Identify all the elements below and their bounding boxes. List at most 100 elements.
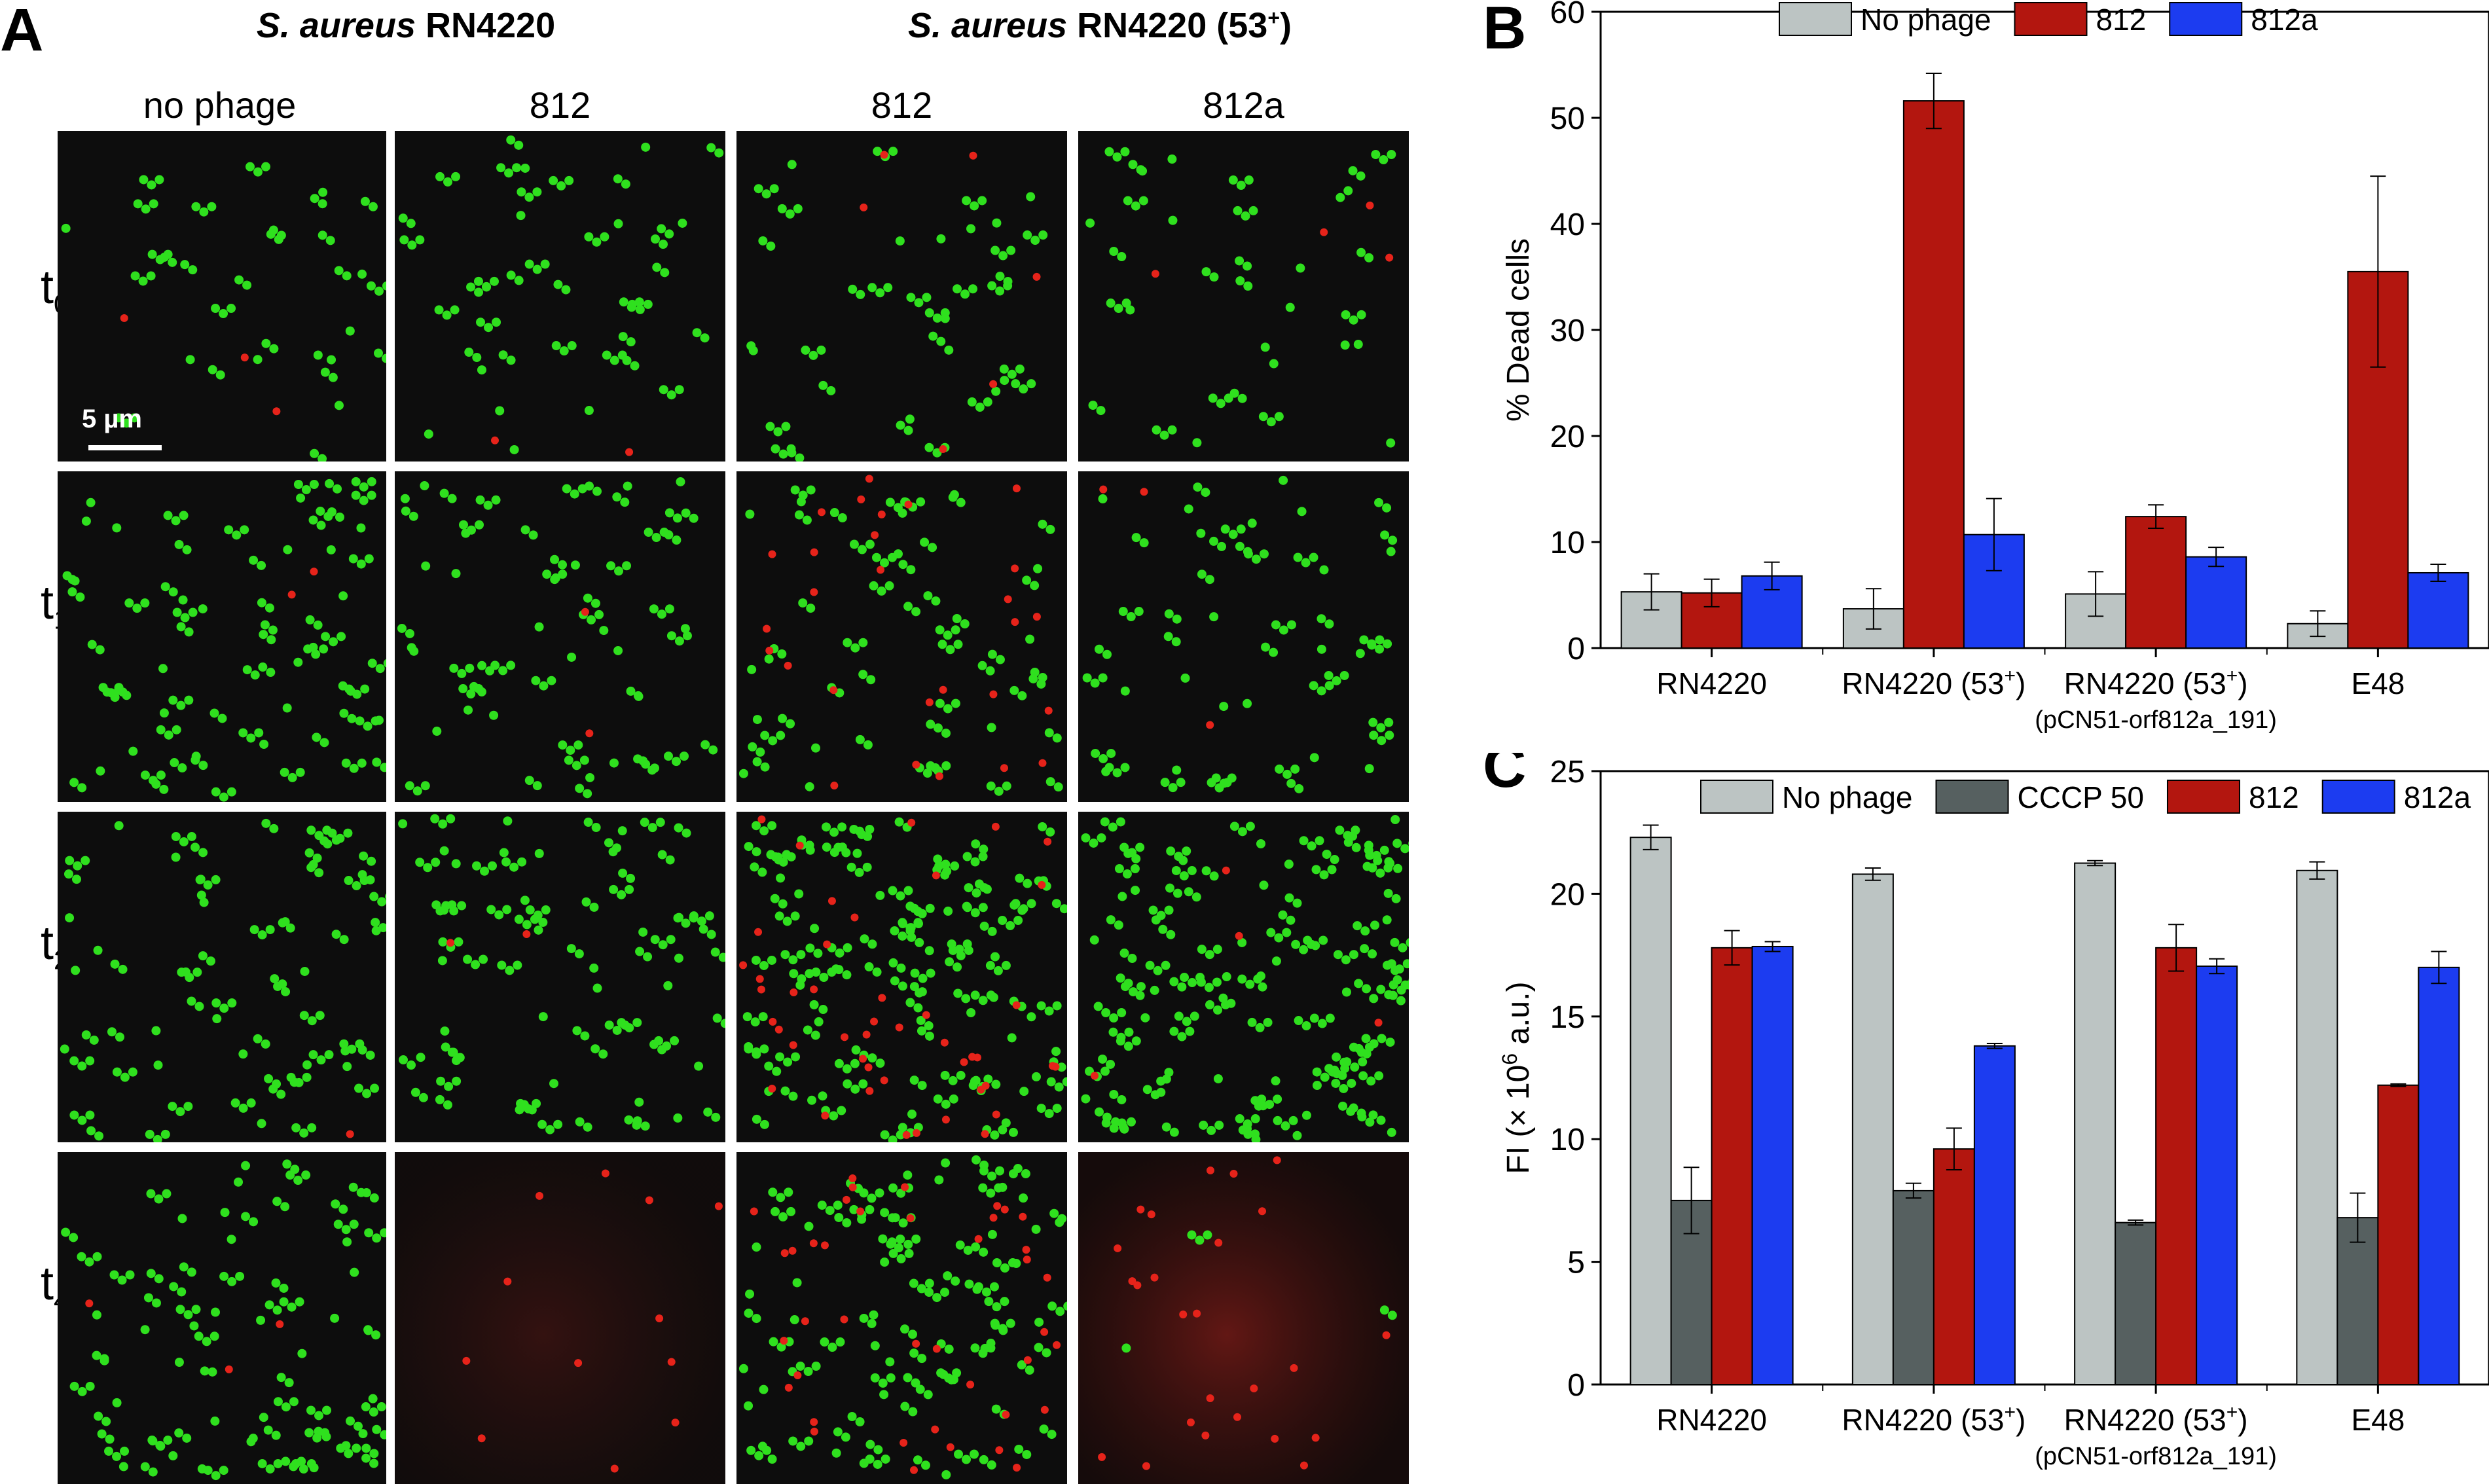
column-header-812-wt: 812 (529, 84, 591, 126)
scale-bar (88, 445, 162, 450)
error-bar (1905, 1182, 1921, 1199)
error-bar (2208, 547, 2225, 568)
y-tick-label: 0 (1567, 1368, 1585, 1403)
x-category-label: RN4220 (53+) (2064, 1402, 2248, 1437)
error-bar (1764, 561, 1780, 590)
bar-812-3 (2377, 1084, 2420, 1385)
error-bar (2309, 861, 2325, 880)
y-tick-label: 5 (1567, 1246, 1585, 1280)
error-bar (1986, 1043, 2003, 1049)
group-header-rn4220: S. aureus RN4220 (256, 6, 556, 45)
error-bar (1643, 824, 1659, 850)
y-axis-label: FI (× 106 a.u.) (1498, 982, 1536, 1174)
y-tick-label: 50 (1550, 101, 1585, 136)
panel-label-c: C (1483, 753, 1526, 800)
bar-812-1 (1902, 100, 1965, 649)
bar-812a-3 (2418, 966, 2460, 1385)
bar-812-0 (1711, 947, 1753, 1385)
bar-812-2 (2125, 516, 2187, 649)
bar-no-phage-2 (2074, 862, 2117, 1386)
micrograph-r0-c0 (58, 131, 386, 461)
legend-label: 812a (2251, 3, 2318, 37)
legend-label: 812 (2096, 3, 2147, 37)
legend-swatch (1779, 2, 1852, 36)
error-bar (1724, 930, 1740, 966)
error-bar (2390, 1083, 2407, 1087)
micrograph-r0-c3 (1078, 131, 1409, 461)
x-category-label: RN4220 (53+) (2064, 665, 2248, 700)
error-bar (1764, 941, 1781, 952)
chart-b-dead-cells: B 0 10 20 30 40 50 60 % Dead cells RN4220 RN4220 … (1483, 0, 2489, 734)
error-bar (1865, 588, 1881, 630)
legend-label: No phage (1861, 3, 1991, 37)
error-bar (2128, 1219, 2144, 1226)
error-bar (1864, 867, 1881, 881)
bar-812a-0 (1751, 945, 1794, 1385)
error-bar (1925, 72, 1942, 130)
error-bar (2310, 610, 2326, 638)
legend-swatch (2166, 780, 2240, 814)
legend-swatch (1935, 780, 2009, 814)
micrograph-r3-c2 (736, 1152, 1067, 1484)
bar-812a-3 (2407, 571, 2469, 649)
micrograph-r1-c1 (395, 471, 725, 802)
micrograph-r2-c0 (58, 812, 386, 1142)
bar-812a-2 (2185, 556, 2247, 649)
legend-label: CCCP 50 (2018, 780, 2144, 814)
y-tick-label: 60 (1550, 0, 1585, 30)
error-bar (1946, 1127, 1962, 1171)
y-tick-label: 10 (1550, 1123, 1585, 1157)
bar-812a-1 (1973, 1045, 2016, 1385)
bar-812-1 (1933, 1148, 1975, 1386)
error-bar (2087, 860, 2103, 867)
bar-812a-2 (2196, 965, 2238, 1385)
y-tick-label: 10 (1550, 526, 1585, 560)
error-bar (2350, 1192, 2366, 1243)
legend-swatch (2014, 2, 2088, 36)
error-bar (1703, 578, 1720, 607)
y-tick-label: 40 (1550, 208, 1585, 242)
micrograph-r1-c0 (58, 471, 386, 802)
x-category-label: E48 (2351, 666, 2405, 700)
micrograph-r2-c2 (736, 812, 1067, 1142)
column-header-no-phage: no phage (143, 84, 297, 126)
micrograph-r1-c3 (1078, 471, 1409, 802)
micrograph-r3-c1 (395, 1152, 725, 1484)
micrograph-r3-c3 (1078, 1152, 1409, 1484)
y-tick-label: 0 (1567, 632, 1585, 666)
x-category-label: RN4220 (53+) (1842, 665, 2026, 700)
legend-label: 812 (2249, 780, 2299, 814)
legend-label: No phage (1782, 780, 1913, 814)
bar-cccp-50-2 (2115, 1222, 2157, 1386)
panel-label-b: B (1483, 0, 1526, 62)
panel-label-a: A (0, 0, 44, 63)
micrograph-r3-c0 (58, 1152, 386, 1484)
error-bar (1643, 573, 1660, 611)
x-category-sublabel: (pCN51-orf812a_191) (2035, 1443, 2277, 1470)
legend-swatch (2169, 2, 2243, 36)
legend-swatch (1700, 780, 1773, 814)
column-header-812a-53: 812a (1203, 84, 1284, 126)
bar-no-phage-0 (1629, 837, 1672, 1386)
y-axis-label: % Dead cells (1501, 238, 1536, 422)
legend-swatch (2321, 780, 2395, 814)
bar-cccp-50-1 (1892, 1189, 1935, 1386)
y-tick-label: 20 (1550, 877, 1585, 912)
bar-812-2 (2155, 947, 2198, 1385)
micrograph-r2-c1 (395, 812, 725, 1142)
bar-no-phage-1 (1851, 873, 1894, 1385)
x-category-sublabel: (pCN51-orf812a_191) (2035, 706, 2277, 734)
error-bar (2088, 571, 2104, 617)
bar-no-phage-3 (2296, 869, 2338, 1385)
micrograph-r1-c2 (736, 471, 1067, 802)
x-category-label: RN4220 (1656, 1403, 1767, 1437)
error-bar (1986, 498, 2002, 571)
column-header-812-53: 812 (871, 84, 933, 126)
legend-label: 812a (2404, 780, 2471, 814)
error-bar (1683, 1167, 1699, 1235)
error-bar (2431, 950, 2447, 985)
x-category-label: E48 (2351, 1403, 2405, 1437)
micrograph-r0-c2 (736, 131, 1067, 461)
micrograph-r0-c1 (395, 131, 725, 461)
y-tick-label: 25 (1550, 755, 1585, 789)
